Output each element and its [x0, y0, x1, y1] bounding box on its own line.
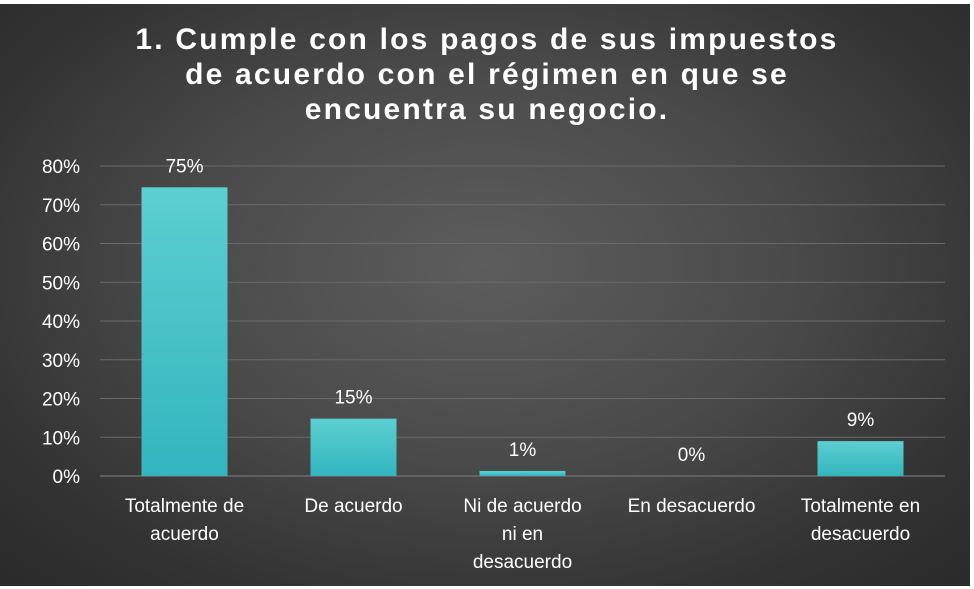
y-tick-label: 50%: [42, 273, 80, 294]
x-category-label: De acuerdo: [304, 496, 402, 517]
x-category-label: Ni de acuerdo ni en desacuerdo: [463, 496, 581, 573]
bar: [479, 470, 566, 476]
x-category-label: Totalmente de acuerdo: [125, 496, 244, 545]
x-category-label: En desacuerdo: [628, 496, 756, 517]
bar: [817, 441, 904, 476]
y-tick-label: 70%: [42, 196, 80, 217]
y-tick-label: 40%: [42, 312, 80, 333]
x-axis-category-labels: Totalmente de acuerdo De acuerdo Ni de acue…: [125, 496, 920, 573]
y-tick-label: 10%: [42, 428, 80, 449]
x-category-label: Totalmente en desacuerdo: [801, 496, 920, 545]
bar: [310, 418, 397, 476]
data-label: 15%: [334, 388, 372, 409]
bar: [141, 187, 228, 476]
y-tick-label: 30%: [42, 351, 80, 372]
y-axis-tick-labels: 0% 10% 20% 30% 40% 50% 60% 70% 80%: [42, 157, 80, 488]
bars: [141, 187, 904, 476]
data-label: 75%: [165, 156, 203, 177]
y-tick-label: 60%: [42, 235, 80, 256]
data-labels: 75% 15% 1% 0% 9%: [165, 156, 874, 466]
y-tick-label: 80%: [42, 157, 80, 178]
data-label: 1%: [509, 440, 537, 461]
data-label: 9%: [847, 410, 875, 431]
data-label: 0%: [678, 445, 706, 466]
chart-title: 1. Cumple con los pagos de sus impuestos…: [135, 23, 839, 126]
y-tick-label: 20%: [42, 390, 80, 411]
y-tick-label: 0%: [53, 467, 81, 488]
